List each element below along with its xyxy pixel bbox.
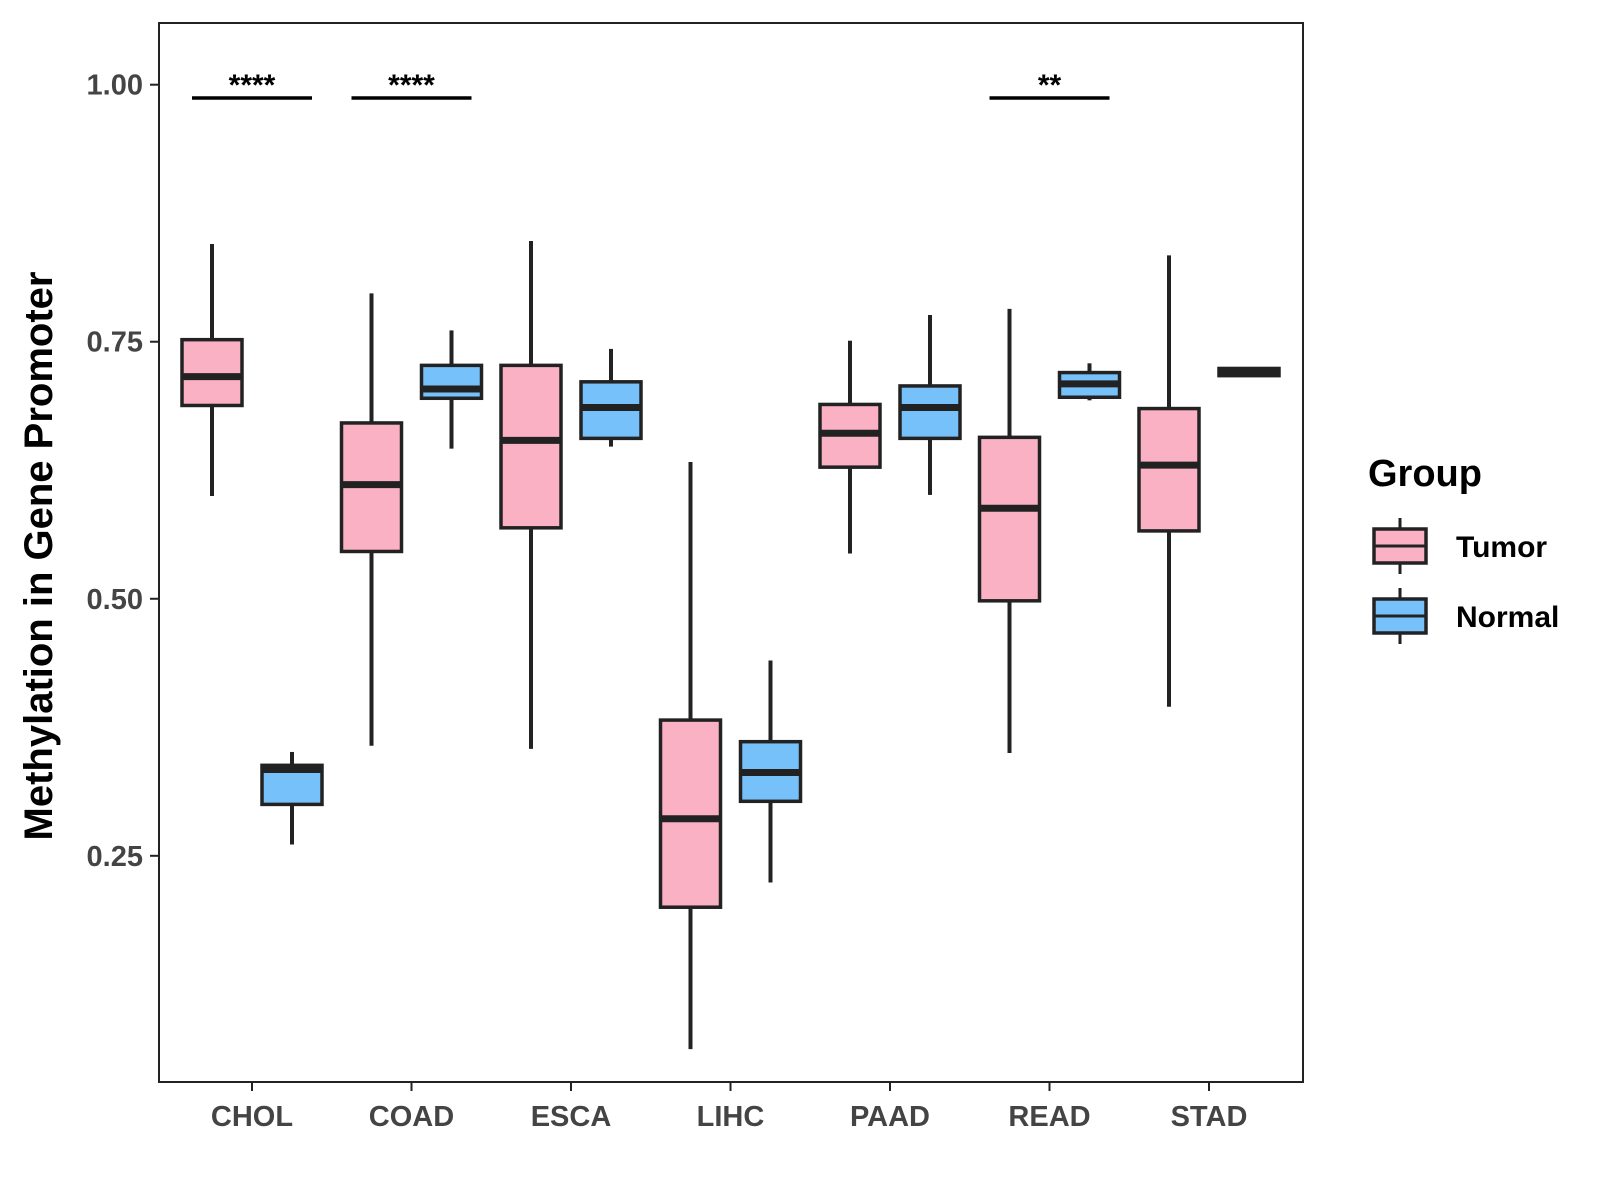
box-chol-tumor [180,244,244,496]
box-chol-normal [260,751,324,845]
plot-marks: **** **** ** [180,69,1281,1050]
y-tick-label: 1.00 [87,70,143,102]
axes: 0.25 0.50 0.75 1.00 CHOL COAD ESCA LIHC PAAD READ… [87,70,1248,1133]
box-esca-normal [579,348,643,447]
box-coad-normal [419,330,484,449]
x-tick-label: ESCA [531,1101,612,1133]
box-read-normal [1057,363,1122,401]
significance-label-read: ** [1038,69,1062,102]
y-axis-title: Methylation in Gene Promoter [17,272,61,841]
x-tick-label: COAD [369,1101,454,1133]
legend-label-tumor: Tumor [1456,531,1547,564]
box-read-tumor [977,308,1042,753]
legend-key-normal [1372,588,1428,644]
x-tick-label: LIHC [697,1101,765,1133]
box-body [180,337,244,408]
box-body [499,363,563,530]
legend-key-tumor [1372,518,1428,574]
x-tick-label: READ [1008,1101,1090,1133]
x-tick-label: PAAD [850,1101,930,1133]
legend-title: Group [1368,453,1482,495]
legend: Group Tumor Normal [1368,453,1559,644]
significance-label-chol: **** [229,69,276,102]
box-esca-tumor [499,240,563,749]
box-body [658,718,723,909]
x-tick-label: STAD [1171,1101,1248,1133]
box-stad-tumor [1137,255,1201,707]
y-tick-label: 0.25 [87,841,143,873]
box-body [419,363,484,401]
box-coad-tumor [339,293,404,746]
box-paad-tumor [818,340,882,554]
x-tick-label: CHOL [211,1101,293,1133]
y-tick-label: 0.75 [87,327,143,359]
significance-label-coad: **** [388,69,435,102]
box-body [898,384,962,441]
box-body [977,435,1042,603]
y-tick-label: 0.50 [87,584,143,616]
box-paad-normal [898,314,962,495]
box-stad-normal [1217,366,1281,378]
plot-panel-border [158,22,1304,1083]
box-body [1137,406,1201,533]
box-lihc-tumor [658,462,723,1050]
legend-label-normal: Normal [1456,601,1559,634]
box-lihc-normal [738,660,803,883]
